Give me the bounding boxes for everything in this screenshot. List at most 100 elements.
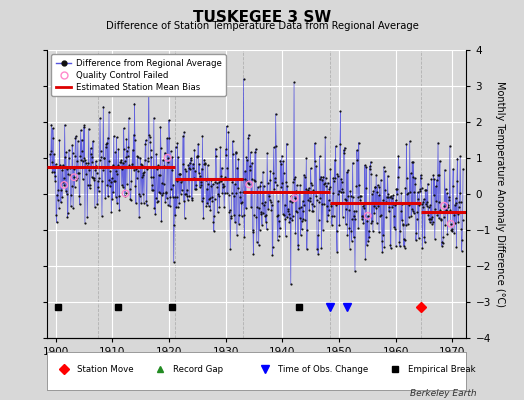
Point: [449, 183, 457, 189]
Point: [46, 164, 54, 170]
Point: [83, 182, 92, 188]
Point: [104, 158, 113, 164]
Point: [188, 197, 196, 204]
Point: [121, 158, 129, 164]
Point: [161, 189, 170, 195]
Point: [368, 217, 376, 224]
Point: [419, 199, 428, 205]
Point: [118, 166, 126, 172]
Point: [112, 134, 121, 141]
Point: [77, 127, 85, 133]
Point: [322, 203, 331, 210]
Point: [318, 201, 326, 207]
Point: [54, 187, 63, 193]
Point: [388, 201, 397, 208]
Point: [247, 176, 256, 182]
Point: [377, 212, 386, 218]
Point: [114, 146, 123, 152]
Point: [100, 155, 108, 161]
Point: [126, 186, 134, 192]
Point: [391, 226, 399, 232]
Point: [347, 237, 356, 244]
Point: [355, 182, 363, 188]
Point: [372, 171, 380, 178]
Point: [54, 164, 62, 170]
Point: [412, 216, 421, 222]
Point: [297, 204, 305, 210]
Point: [367, 170, 375, 177]
Point: [155, 172, 163, 178]
Point: [446, 221, 455, 227]
Point: [217, 164, 226, 171]
Point: [167, 148, 175, 154]
Point: [57, 186, 66, 193]
Point: [437, 216, 445, 222]
Point: [310, 188, 319, 195]
Point: [264, 206, 272, 212]
Point: [365, 228, 373, 234]
Point: [436, 158, 444, 164]
Point: [47, 121, 56, 128]
Point: [176, 170, 184, 177]
Point: [186, 166, 194, 173]
Point: [317, 173, 325, 180]
Point: [171, 144, 180, 150]
Point: [332, 202, 340, 208]
Point: [400, 235, 408, 242]
Point: [350, 208, 358, 214]
Point: [115, 193, 123, 200]
Point: [260, 213, 269, 220]
Point: [407, 212, 416, 219]
Point: [231, 219, 239, 226]
Point: [427, 202, 435, 208]
Point: [128, 161, 136, 167]
Point: [205, 196, 213, 202]
Point: [369, 202, 378, 209]
Point: [189, 160, 197, 167]
Point: [444, 203, 452, 210]
Point: [122, 190, 130, 197]
Point: [226, 207, 234, 214]
Point: [71, 135, 80, 142]
Point: [365, 163, 374, 170]
Point: [116, 159, 125, 166]
Point: [317, 244, 325, 251]
Point: [261, 219, 270, 225]
Point: [241, 234, 249, 240]
Point: [190, 146, 199, 153]
Point: [183, 187, 191, 193]
Point: [252, 146, 260, 152]
Point: [393, 191, 401, 197]
Point: [100, 154, 108, 161]
Point: [455, 189, 464, 196]
Point: [353, 156, 362, 163]
Point: [210, 213, 219, 219]
Point: [246, 166, 254, 173]
Point: [293, 242, 302, 248]
Point: [226, 215, 235, 221]
Point: [61, 188, 70, 194]
Point: [147, 174, 155, 180]
Point: [91, 204, 99, 210]
Point: [174, 171, 183, 177]
Point: [240, 212, 248, 218]
Point: [415, 202, 423, 208]
Point: [52, 211, 60, 218]
Point: [223, 190, 231, 196]
Point: [118, 160, 127, 166]
Point: [252, 214, 260, 220]
Point: [328, 222, 336, 228]
Point: [146, 138, 154, 145]
Point: [398, 201, 406, 207]
Point: [396, 243, 404, 250]
Point: [81, 157, 90, 163]
Point: [358, 203, 367, 210]
Point: [244, 135, 253, 141]
Point: [369, 228, 377, 234]
Point: [385, 204, 394, 210]
Point: [250, 177, 258, 184]
Point: [163, 154, 172, 161]
Point: [350, 234, 358, 240]
Point: [376, 213, 385, 219]
Point: [416, 188, 424, 194]
